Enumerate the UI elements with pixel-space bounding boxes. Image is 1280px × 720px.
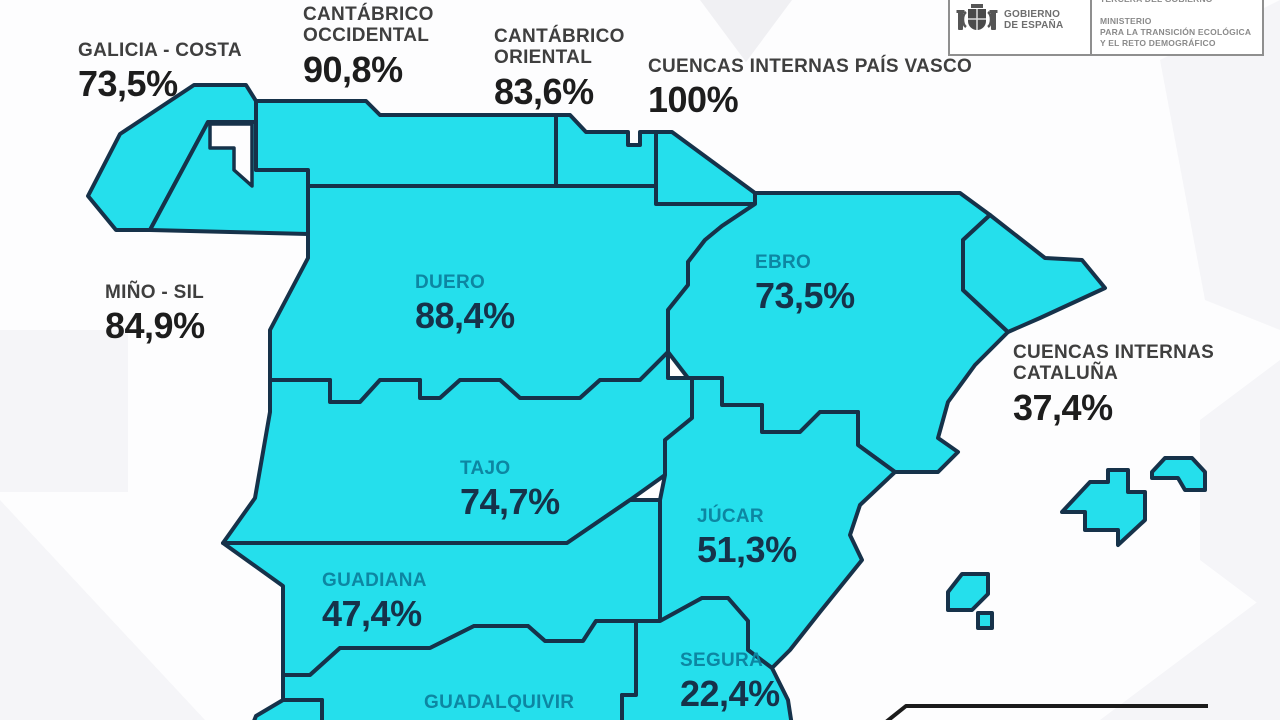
ministry-name: MINISTERIO PARA LA TRANSICIÓN ECOLÓGICA … xyxy=(1100,16,1252,49)
island-ibiza xyxy=(946,572,990,612)
region-value: 51,3% xyxy=(697,529,797,571)
region-name: MIÑO - SIL xyxy=(105,282,205,303)
label-tajo: TAJO 74,7% xyxy=(460,458,560,523)
region-value: 88,4% xyxy=(415,295,515,337)
ria-inlet xyxy=(208,122,254,188)
government-logo-box: GOBIERNO DE ESPAÑA TERCERA DEL GOBIERNO … xyxy=(948,0,1264,56)
region-name: TAJO xyxy=(460,458,511,479)
label-galicia-costa: GALICIA - COSTA 73,5% xyxy=(78,40,242,105)
label-cuencas-internas-cataluna: CUENCAS INTERNAS CATALUÑA 37,4% xyxy=(1013,342,1214,428)
label-jucar: JÚCAR 51,3% xyxy=(697,506,797,571)
label-ebro: EBRO 73,5% xyxy=(755,252,855,317)
region-value: 37,4% xyxy=(1013,386,1113,428)
inset-box-edge xyxy=(885,704,1208,720)
region-name: CANTÁBRICO ORIENTAL xyxy=(494,26,625,69)
region-value: 83,6% xyxy=(494,70,594,112)
label-guadalquivir: GUADALQUIVIR xyxy=(424,692,574,716)
region-value: 74,7% xyxy=(460,481,560,523)
label-cuencas-internas-pais-vasco: CUENCAS INTERNAS PAÍS VASCO 100% xyxy=(648,56,972,121)
label-duero: DUERO 88,4% xyxy=(415,272,515,337)
region-name: GUADALQUIVIR xyxy=(424,692,575,713)
region-value: 47,4% xyxy=(322,593,422,635)
region-segura xyxy=(620,596,794,720)
spain-coat-of-arms-icon xyxy=(956,4,998,30)
region-value: 100% xyxy=(648,79,739,121)
label-segura: SEGURA 22,4% xyxy=(680,650,780,715)
region-name: CANTÁBRICO OCCIDENTAL xyxy=(303,4,434,47)
region-value: 22,4% xyxy=(680,673,780,715)
region-name: GUADIANA xyxy=(322,570,427,591)
island-mallorca xyxy=(1060,468,1147,547)
government-name: GOBIERNO DE ESPAÑA xyxy=(1004,8,1064,32)
region-cuencas-internas-cataluna xyxy=(961,213,1107,334)
region-value: 73,5% xyxy=(755,275,855,317)
watermark-left-rect xyxy=(0,330,128,492)
ministry-cell: TERCERA DEL GOBIERNO MINISTERIO PARA LA … xyxy=(1092,0,1262,54)
region-name: SEGURA xyxy=(680,650,764,671)
region-value: 73,5% xyxy=(78,63,178,105)
watermark-right-band-2 xyxy=(1200,360,1280,620)
watermark-right-band xyxy=(1160,0,1280,330)
region-name: EBRO xyxy=(755,252,812,273)
office-line: TERCERA DEL GOBIERNO xyxy=(1100,0,1213,4)
watermark-chevron xyxy=(700,0,792,62)
region-name: JÚCAR xyxy=(697,506,764,527)
government-logo-cell: GOBIERNO DE ESPAÑA xyxy=(950,0,1092,54)
region-coastal-wedge xyxy=(252,698,324,720)
label-mino-sil: MIÑO - SIL 84,9% xyxy=(105,282,205,347)
island-menorca xyxy=(1150,456,1207,492)
region-name: CUENCAS INTERNAS PAÍS VASCO xyxy=(648,56,973,77)
region-name: CUENCAS INTERNAS CATALUÑA xyxy=(1013,342,1215,385)
watermark-bottom-left xyxy=(0,500,205,720)
region-name: GALICIA - COSTA xyxy=(78,40,242,61)
region-cantabrico-oriental xyxy=(554,113,658,188)
label-cantabrico-oriental: CANTÁBRICO ORIENTAL 83,6% xyxy=(494,26,625,112)
region-name: DUERO xyxy=(415,272,486,293)
label-guadiana: GUADIANA 47,4% xyxy=(322,570,427,635)
island-formentera xyxy=(976,611,994,630)
watermark-bottom-right xyxy=(1100,585,1280,720)
region-cuencas-internas-pais-vasco xyxy=(654,130,757,206)
region-value: 90,8% xyxy=(303,48,403,90)
label-cantabrico-occidental: CANTÁBRICO OCCIDENTAL 90,8% xyxy=(303,4,434,90)
region-value: 84,9% xyxy=(105,305,205,347)
